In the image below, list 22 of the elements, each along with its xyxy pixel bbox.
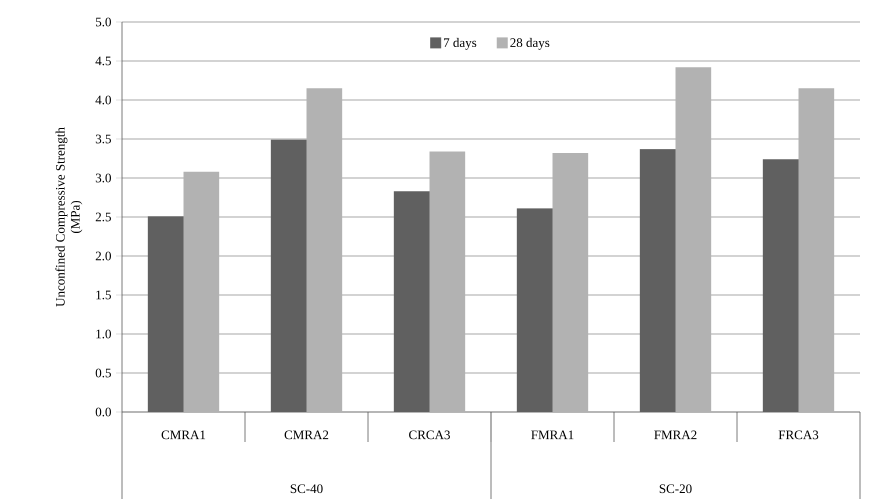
y-tick-label: 2.0 [96,252,111,260]
y-tick-label: 4.0 [95,96,111,104]
y-tick-label: 1.0 [96,330,111,338]
y-tick-label: 3.5 [96,134,111,144]
y-tick-label: 0.5 [96,368,111,378]
x-tick-label: FMRA2 [654,430,696,440]
x-tick-label: CMRA1 [162,430,206,440]
y-tick-label: 3.0 [96,174,111,182]
legend-label: 28 days [510,38,550,50]
y-axis-title: Unconfined Compressive Strength (MPa) [55,127,82,307]
text: SC-20 [660,484,692,494]
y-tick-label: 5.0 [96,18,111,26]
x-tick-label: CMRA2 [284,430,328,440]
y-tick-label: 0.0 [96,408,111,416]
text: SC-40 [290,484,323,494]
y-tick-label: 1.5 [96,290,111,300]
x-tick-label: FRCA3 [778,430,818,440]
y-tick-label: 4.5 [95,56,111,66]
x-tick-label: FMRA1 [531,430,574,440]
x-tick-label: CRCA3 [409,430,450,440]
y-tick-label: 2.5 [96,212,111,222]
legend-label: 7 days [444,38,476,50]
